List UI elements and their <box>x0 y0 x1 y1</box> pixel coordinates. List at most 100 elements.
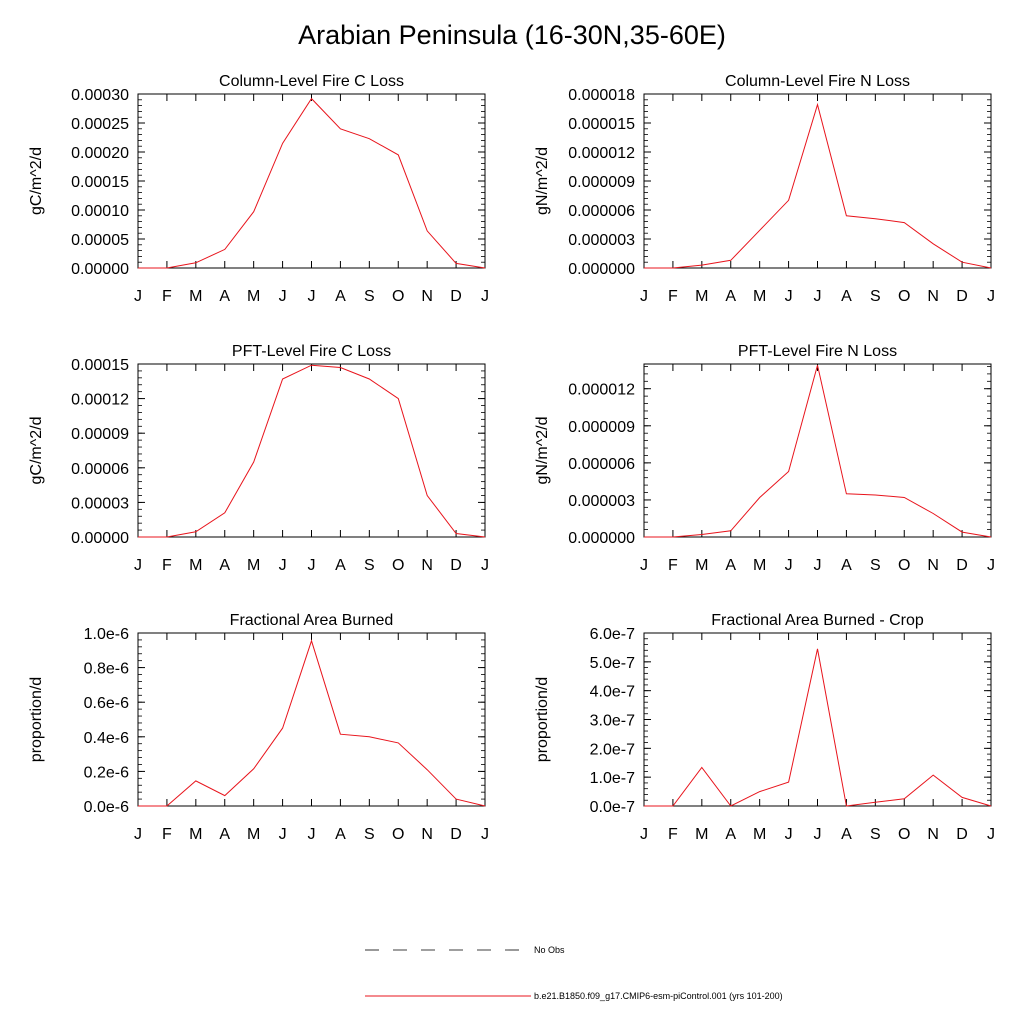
chart-title: Column-Level Fire N Loss <box>725 73 910 90</box>
plot-frame <box>643 93 992 269</box>
y-tick-label: 0.00025 <box>71 116 129 133</box>
y-tick-label: 0.000000 <box>568 261 635 278</box>
legend-obs-label: No Obs <box>534 945 565 955</box>
x-tick-label: A <box>219 557 230 574</box>
y-tick-label: 0.00005 <box>71 232 129 249</box>
y-tick-label: 0.00003 <box>71 495 129 512</box>
x-tick-label: J <box>308 557 316 574</box>
y-tick-label: 0.00000 <box>71 530 129 547</box>
x-tick-label: O <box>392 557 404 574</box>
x-tick-label: M <box>695 557 708 574</box>
x-tick-label: F <box>162 288 172 305</box>
legend-model-label: b.e21.B1850.f09_g17.CMIP6-esm-piControl.… <box>534 991 783 1001</box>
x-tick-label: J <box>481 557 489 574</box>
x-tick-label: N <box>927 557 939 574</box>
y-tick-label: 0.00030 <box>71 87 129 104</box>
y-tick-label: 0.4e-6 <box>84 730 129 747</box>
chart-panel-6: Fractional Area Burned - Crop proportion/… <box>534 612 995 843</box>
chart-title: Fractional Area Burned <box>230 612 394 629</box>
x-tick-label: J <box>987 557 995 574</box>
chart-title: Fractional Area Burned - Crop <box>711 612 924 629</box>
x-tick-label: J <box>785 557 793 574</box>
y-tick-label: 0.00015 <box>71 357 129 374</box>
x-tick-label: D <box>450 557 462 574</box>
x-tick-label: A <box>335 826 346 843</box>
legend: No Obs b.e21.B1850.f09_g17.CMIP6-esm-piC… <box>365 945 783 1001</box>
y-tick-label: 0.00010 <box>71 203 129 220</box>
y-tick-label: 0.000018 <box>568 87 635 104</box>
y-tick-label: 0.000003 <box>568 493 635 510</box>
x-tick-label: J <box>308 826 316 843</box>
chart-panel-3: PFT-Level Fire C Loss gC/m^2/d 0.00000 0.00… <box>28 343 489 574</box>
series-line <box>644 648 992 807</box>
x-tick-label: J <box>134 557 142 574</box>
series-line <box>138 97 486 269</box>
x-tick-label: M <box>753 826 766 843</box>
series-line <box>138 639 486 807</box>
x-tick-label: S <box>870 557 881 574</box>
chart-panel-4: PFT-Level Fire N Loss gN/m^2/d 0.000000 0.0… <box>534 343 995 574</box>
x-tick-label: J <box>785 826 793 843</box>
x-tick-label: A <box>841 557 852 574</box>
y-tick-label: 0.0e-7 <box>590 799 635 816</box>
x-tick-label: J <box>279 826 287 843</box>
x-tick-label: S <box>870 826 881 843</box>
plot-frame <box>137 93 486 269</box>
x-tick-label: M <box>247 826 260 843</box>
plot-frame <box>137 632 486 807</box>
x-tick-label: J <box>987 826 995 843</box>
chart-title: PFT-Level Fire C Loss <box>232 343 391 360</box>
x-tick-label: J <box>987 288 995 305</box>
x-tick-label: J <box>640 557 648 574</box>
x-tick-label: D <box>956 557 968 574</box>
x-tick-label: J <box>640 826 648 843</box>
y-axis-label: proportion/d <box>28 677 45 762</box>
x-tick-label: M <box>247 557 260 574</box>
x-tick-label: A <box>335 288 346 305</box>
x-tick-label: S <box>364 826 375 843</box>
x-tick-label: M <box>189 288 202 305</box>
x-tick-label: J <box>640 288 648 305</box>
chart-panel-2: Column-Level Fire N Loss gN/m^2/d 0.000000… <box>534 73 995 305</box>
y-tick-label: 4.0e-7 <box>590 684 635 701</box>
x-tick-label: N <box>927 288 939 305</box>
x-tick-label: A <box>335 557 346 574</box>
y-tick-label: 2.0e-7 <box>590 741 635 758</box>
x-tick-label: J <box>308 288 316 305</box>
y-tick-label: 0.00015 <box>71 174 129 191</box>
x-tick-label: D <box>956 826 968 843</box>
x-tick-label: J <box>785 288 793 305</box>
y-tick-label: 0.0e-6 <box>84 799 129 816</box>
x-tick-label: M <box>753 557 766 574</box>
x-tick-label: J <box>814 288 822 305</box>
y-tick-label: 0.2e-6 <box>84 764 129 781</box>
y-tick-label: 5.0e-7 <box>590 655 635 672</box>
y-axis-label: gC/m^2/d <box>28 147 45 215</box>
x-tick-label: J <box>481 288 489 305</box>
series-line <box>644 365 992 538</box>
y-tick-label: 0.000006 <box>568 203 635 220</box>
x-tick-label: J <box>134 288 142 305</box>
x-tick-label: J <box>814 557 822 574</box>
y-tick-label: 0.00006 <box>71 461 129 478</box>
x-tick-label: M <box>247 288 260 305</box>
x-tick-label: A <box>841 826 852 843</box>
y-tick-label: 0.000012 <box>568 145 635 162</box>
chart-title: PFT-Level Fire N Loss <box>738 343 897 360</box>
y-tick-label: 0.00020 <box>71 145 129 162</box>
x-tick-label: D <box>956 288 968 305</box>
y-tick-label: 0.8e-6 <box>84 661 129 678</box>
x-tick-label: S <box>364 288 375 305</box>
x-tick-label: D <box>450 826 462 843</box>
x-tick-label: N <box>421 288 433 305</box>
y-axis-label: gN/m^2/d <box>534 147 551 215</box>
x-tick-label: O <box>898 557 910 574</box>
x-tick-label: N <box>927 826 939 843</box>
x-tick-label: O <box>392 288 404 305</box>
chart-panel-1: Column-Level Fire C Loss gC/m^2/d 0.00000 0… <box>28 73 489 305</box>
x-tick-label: A <box>725 557 736 574</box>
x-tick-label: J <box>279 557 287 574</box>
x-tick-label: S <box>364 557 375 574</box>
y-axis-label: gN/m^2/d <box>534 417 551 485</box>
